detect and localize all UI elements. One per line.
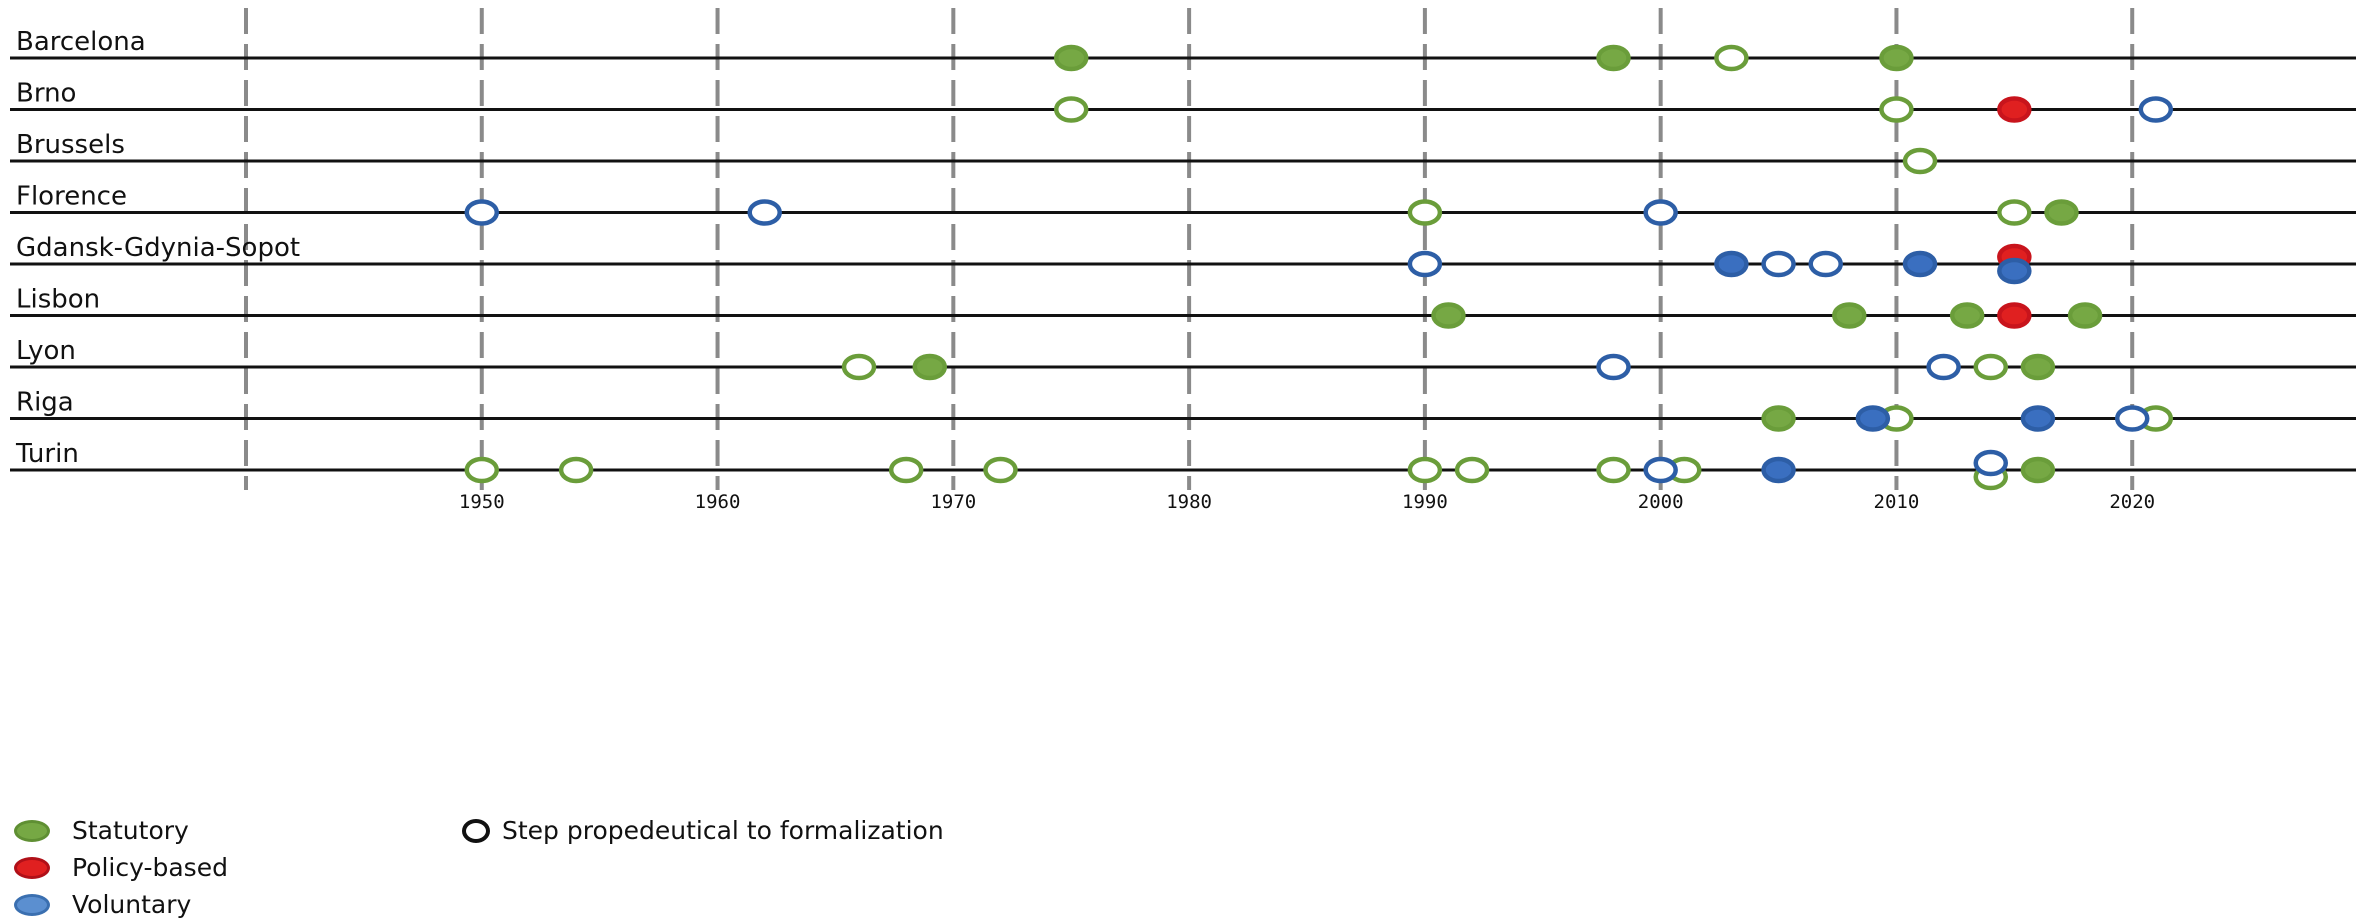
marker-voluntary-filled-gdansk-gdynia-sopot-2011: [1902, 250, 1938, 278]
event-markers: [464, 44, 2174, 491]
marker-voluntary-hollow-gdansk-gdynia-sopot-2007: [1808, 250, 1843, 278]
marker-statutory-hollow-turin-1998: [1596, 456, 1631, 484]
row-label-turin: Turin: [15, 439, 79, 469]
marker-statutory-hollow-lyon-1966: [841, 353, 877, 381]
marker-voluntary-filled-riga-2009: [1855, 405, 1891, 432]
tick-label-1990: 1990: [1402, 491, 1448, 513]
marker-voluntary-filled-gdansk-gdynia-sopot-2015: [1997, 257, 2032, 285]
marker-statutory-hollow-barcelona-2003: [1714, 44, 1749, 72]
row-label-barcelona: Barcelona: [16, 27, 146, 57]
marker-statutory-filled-lisbon-1991: [1431, 302, 1466, 329]
marker-voluntary-hollow-lyon-2012: [1926, 353, 1961, 381]
marker-statutory-filled-turin-2016: [2020, 456, 2056, 484]
x-axis-tick-labels: 1950 1960 1970 1980 1990 2000 2010 2020: [459, 491, 2155, 513]
legend-item-voluntary: Voluntary: [14, 886, 228, 923]
marker-voluntary-hollow-gdansk-gdynia-sopot-2005: [1761, 250, 1796, 278]
marker-voluntary-hollow-turin-2014: [1973, 449, 2009, 477]
row-label-brno: Brno: [16, 79, 76, 109]
marker-statutory-hollow-turin-1968: [888, 456, 924, 484]
row-label-lyon: Lyon: [16, 336, 76, 366]
row-label-lisbon: Lisbon: [16, 285, 100, 315]
row-label-riga: Riga: [16, 388, 74, 418]
marker-voluntary-hollow-lyon-1998: [1596, 353, 1631, 381]
row-label-florence: Florence: [16, 182, 127, 212]
legend-item-statutory: Statutory: [14, 812, 228, 849]
marker-voluntary-hollow-gdansk-gdynia-sopot-1990: [1407, 250, 1443, 278]
tick-label-2000: 2000: [1638, 491, 1684, 513]
marker-statutory-hollow-turin-1992: [1454, 456, 1490, 484]
city-rows: Barcelona Brno Brussels Florence Gdansk-Gdyn…: [10, 27, 2356, 472]
marker-voluntary-hollow-florence-2000: [1643, 199, 1678, 226]
marker-statutory-filled-barcelona-1975: [1053, 44, 1089, 72]
legend-label-statutory: Statutory: [72, 816, 189, 845]
marker-voluntary-hollow-florence-1962: [747, 199, 782, 226]
marker-statutory-filled-barcelona-2010: [1879, 44, 1914, 72]
tick-label-1970: 1970: [930, 491, 976, 513]
marker-voluntary-hollow-turin-2000: [1643, 456, 1678, 484]
marker-statutory-filled-riga-2005: [1761, 405, 1796, 432]
marker-statutory-filled-lisbon-2008: [1832, 302, 1867, 329]
marker-statutory-hollow-brno-1975: [1053, 96, 1089, 123]
marker-statutory-filled-barcelona-1998: [1596, 44, 1631, 72]
year-gridlines: [244, 8, 2135, 490]
marker-statutory-hollow-turin-1950: [464, 456, 500, 484]
tick-label-2020: 2020: [2109, 491, 2155, 513]
marker-voluntary-filled-riga-2016: [2020, 405, 2056, 432]
hollow-ring-icon: [462, 818, 490, 843]
policy-swatch-icon: [14, 856, 50, 879]
marker-statutory-hollow-turin-1954: [558, 456, 594, 484]
marker-statutory-hollow-turin-1990: [1407, 456, 1443, 484]
marker-statutory-hollow-turin-1972: [983, 456, 1018, 484]
tick-label-1950: 1950: [459, 491, 505, 513]
marker-policy-based-filled-brno-2015: [1997, 96, 2032, 123]
marker-voluntary-hollow-brno-2021: [2138, 96, 2174, 123]
marker-statutory-filled-lisbon-2018: [2067, 302, 2103, 329]
marker-policy-based-filled-lisbon-2015: [1997, 302, 2032, 329]
legend-label-policy: Policy-based: [72, 853, 228, 882]
tick-label-2010: 2010: [1874, 491, 1920, 513]
marker-voluntary-filled-turin-2005: [1761, 456, 1796, 484]
statutory-swatch-icon: [14, 819, 50, 842]
marker-statutory-filled-lisbon-2013: [1949, 302, 1985, 329]
marker-statutory-hollow-brno-2010: [1879, 96, 1914, 123]
row-label-gdansk-gdynia-sopot: Gdansk-Gdynia-Sopot: [16, 233, 300, 263]
tick-label-1960: 1960: [695, 491, 741, 513]
legend: Statutory Policy-based Voluntary: [14, 812, 228, 923]
marker-voluntary-hollow-riga-2020: [2114, 405, 2150, 432]
legend-label-voluntary: Voluntary: [72, 890, 192, 919]
marker-voluntary-filled-gdansk-gdynia-sopot-2003: [1714, 250, 1749, 278]
marker-statutory-filled-lyon-2016: [2020, 353, 2056, 381]
marker-statutory-filled-florence-2017: [2044, 199, 2079, 226]
legend-label-step: Step propedeutical to formalization: [502, 816, 944, 845]
legend-item-step: Step propedeutical to formalization: [462, 812, 944, 849]
tick-label-1980: 1980: [1166, 491, 1212, 513]
voluntary-swatch-icon: [14, 893, 50, 916]
marker-statutory-hollow-florence-1990: [1407, 199, 1443, 226]
legend-item-policy: Policy-based: [14, 849, 228, 886]
row-label-brussels: Brussels: [16, 130, 125, 160]
marker-statutory-hollow-brussels-2011: [1902, 147, 1938, 175]
marker-statutory-hollow-lyon-2014: [1973, 353, 2009, 381]
marker-voluntary-hollow-florence-1950: [464, 199, 500, 226]
marker-statutory-filled-lyon-1969: [912, 353, 948, 381]
marker-statutory-hollow-florence-2015: [1997, 199, 2032, 226]
